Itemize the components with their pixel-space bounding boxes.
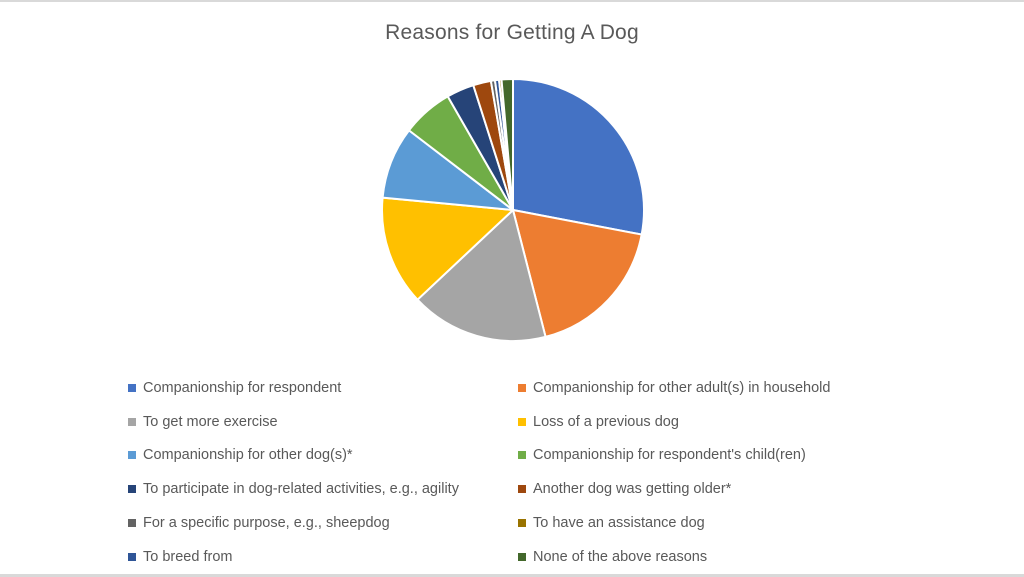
legend-label: To breed from <box>143 548 233 565</box>
legend-label: Companionship for respondent <box>143 379 342 396</box>
legend-item: Companionship for other adult(s) in hous… <box>518 371 908 405</box>
legend-swatch-icon <box>518 519 526 528</box>
pie-slice <box>512 209 643 338</box>
legend-item: None of the above reasons <box>518 540 908 574</box>
legend-label: For a specific purpose, e.g., sheepdog <box>143 515 390 532</box>
legend-label: Companionship for other adult(s) in hous… <box>533 379 831 396</box>
legend-label: Companionship for respondent's child(ren… <box>533 447 806 464</box>
legend-label: None of the above reasons <box>533 548 708 565</box>
pie-chart <box>376 73 650 347</box>
legend-item: Another dog was getting older* <box>518 472 908 506</box>
legend-swatch-icon <box>518 552 526 561</box>
legend-swatch-icon <box>128 417 136 426</box>
legend-swatch-icon <box>128 383 136 392</box>
legend-item: Companionship for other dog(s)* <box>128 439 518 473</box>
legend-swatch-icon <box>128 485 136 494</box>
legend-item: To have an assistance dog <box>518 506 908 540</box>
legend-label: Companionship for other dog(s)* <box>143 447 353 464</box>
legend-label: To get more exercise <box>143 413 278 430</box>
legend-label: To participate in dog-related activities… <box>143 481 459 498</box>
legend-item: Companionship for respondent <box>128 371 518 405</box>
legend-item: Companionship for respondent's child(ren… <box>518 439 908 473</box>
legend-swatch-icon <box>518 451 526 460</box>
legend-swatch-icon <box>518 417 526 426</box>
legend-swatch-icon <box>518 383 526 392</box>
legend-item: For a specific purpose, e.g., sheepdog <box>128 506 518 540</box>
legend-item: To participate in dog-related activities… <box>128 472 518 506</box>
legend-swatch-icon <box>518 485 526 494</box>
pie-slice <box>500 78 514 211</box>
legend-item: To breed from <box>128 540 518 574</box>
legend-label: Another dog was getting older* <box>533 481 732 498</box>
chart-title: Reasons for Getting A Dog <box>385 21 639 44</box>
chart-legend: Companionship for respondent Companionsh… <box>128 371 908 574</box>
legend-item: To get more exercise <box>128 405 518 439</box>
pie-slice <box>416 209 547 342</box>
legend-swatch-icon <box>128 519 136 528</box>
legend-swatch-icon <box>128 451 136 460</box>
pie-svg <box>381 78 645 342</box>
pie-slice <box>381 196 514 301</box>
pie-slice <box>512 78 645 236</box>
legend-swatch-icon <box>128 552 136 561</box>
legend-label: To have an assistance dog <box>533 515 705 532</box>
legend-label: Loss of a previous dog <box>533 413 679 430</box>
legend-item: Loss of a previous dog <box>518 405 908 439</box>
